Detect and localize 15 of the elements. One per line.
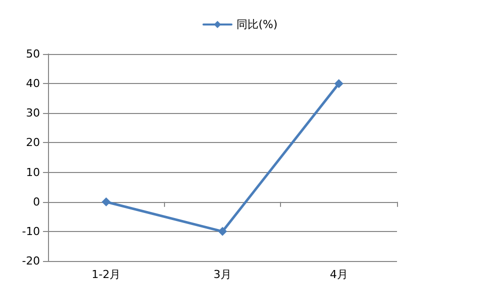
y-tick-label: -20 bbox=[22, 254, 40, 268]
y-tick-label: 40 bbox=[26, 77, 40, 90]
y-tick-label: 0 bbox=[33, 195, 40, 208]
y-tick-label: 30 bbox=[26, 106, 40, 120]
x-tick-label: 1-2月 bbox=[92, 268, 121, 281]
legend-label: 同比(%) bbox=[236, 18, 278, 31]
y-tick-label: -10 bbox=[22, 224, 40, 238]
y-tick-label: 20 bbox=[26, 136, 40, 150]
y-tick-label: 50 bbox=[26, 48, 40, 60]
x-tick-label: 4月 bbox=[330, 268, 348, 281]
point bbox=[334, 79, 344, 88]
point bbox=[218, 226, 227, 236]
point bbox=[102, 197, 111, 206]
x-tick-label: 3月 bbox=[214, 268, 232, 281]
y-tick-label: 10 bbox=[26, 166, 40, 179]
